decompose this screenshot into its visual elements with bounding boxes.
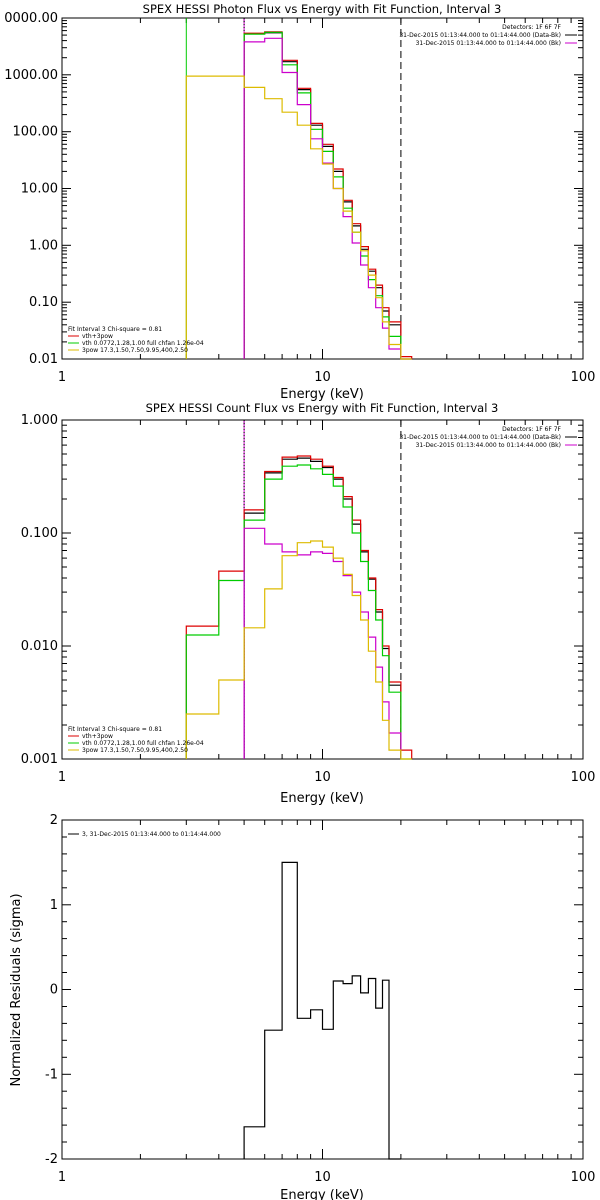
photon-series-red (243, 31, 413, 359)
count-legend-right-text: 31-Dec-2015 01:13:44.000 to 01:14:44.000… (399, 434, 561, 441)
count-series-yellow (185, 540, 412, 760)
photon-legend-right-text: 31-Dec-2015 01:13:44.000 to 01:14:44.000… (399, 32, 561, 39)
residuals-y-tick-label: -2 (45, 1152, 58, 1167)
photon-legend-left-text: vth+3pow (82, 333, 113, 340)
count-series-red (185, 455, 413, 759)
photon-legend-right-text: Detectors: 1F 6F 7F (502, 24, 561, 31)
photon-y-tick-label: 0.01 (29, 352, 58, 367)
residuals-y-tick-label: 1 (50, 898, 58, 913)
count-x-tick-label: 100 (571, 770, 596, 785)
count-x-tick-label: 10 (314, 770, 331, 785)
photon-series-yellow (185, 75, 412, 360)
photon-y-tick-label: 1.00 (29, 238, 58, 253)
residuals-y-tick-label: 2 (50, 813, 58, 828)
photon-legend-right-text: 31-Dec-2015 01:13:44.000 to 01:14:44.000… (416, 40, 561, 47)
residuals-x-tick-label: 10 (314, 1170, 331, 1185)
photon-legend-left-text: vth 0.0772,1.28,1.00 full chfan 1.26e-04 (82, 340, 204, 347)
residuals-x-tick-label: 1 (58, 1170, 66, 1185)
residuals-y-tick-label: 0 (50, 983, 58, 998)
count-legend-right-text: 31-Dec-2015 01:13:44.000 to 01:14:44.000… (416, 442, 561, 449)
photon-y-tick-label: 0000.00 (4, 11, 58, 26)
photon-legend-left-text: 3pow 17.3,1.50,7.50,9.95,400,2.50 (82, 347, 188, 354)
count-legend-right-text: Detectors: 1F 6F 7F (502, 426, 561, 433)
count-series-green (185, 464, 412, 760)
count-y-tick-label: 0.100 (21, 526, 58, 541)
photon-legend-left-text: Fit Interval 3 Chi-square = 0.81 (68, 326, 162, 333)
count-chart-title: SPEX HESSI Count Flux vs Energy with Fit… (146, 401, 499, 415)
count-legend-left-text: vth+3pow (82, 733, 113, 740)
count-legend-left-text: vth 0.0772,1.28,1.00 full chfan 1.26e-04 (82, 740, 204, 747)
photon-x-tick-label: 10 (314, 370, 331, 385)
residuals-y-tick-label: -1 (45, 1067, 58, 1082)
photon-chart-title: SPEX HESSI Photon Flux vs Energy with Fi… (143, 2, 502, 16)
photon-y-tick-label: 100.00 (13, 125, 59, 140)
count-x-tick-label: 1 (58, 770, 66, 785)
count-y-tick-label: 1.000 (21, 413, 58, 428)
photon-x-tick-label: 100 (571, 370, 596, 385)
residuals-legend-left-text: 3, 31-Dec-2015 01:13:44.000 to 01:14:44.… (82, 831, 221, 838)
photon-y-tick-label: 0.10 (29, 295, 58, 310)
residuals-y-axis-label: Normalized Residuals (sigma) (9, 893, 24, 1086)
photon-x-tick-label: 1 (58, 370, 66, 385)
photon-flux-chart: SPEX HESSI Photon Flux vs Energy with Fi… (4, 2, 595, 402)
photon-series-magenta (243, 37, 412, 360)
count-x-axis-label: Energy (keV) (280, 791, 364, 806)
residuals-x-axis-label: Energy (keV) (280, 1188, 364, 1200)
photon-y-tick-label: 10.00 (21, 182, 58, 197)
count-y-tick-label: 0.001 (21, 752, 58, 767)
residuals-x-tick-label: 100 (571, 1170, 596, 1185)
count-y-tick-label: 0.010 (21, 639, 58, 654)
count-legend-left-text: Fit Interval 3 Chi-square = 0.81 (68, 726, 162, 733)
residuals-chart: Normalized Residuals (sigma) -2 -1 0 1 2 1 10… (9, 813, 595, 1200)
photon-x-axis-label: Energy (keV) (280, 387, 364, 402)
count-flux-chart: SPEX HESSI Count Flux vs Energy with Fit… (21, 401, 596, 806)
count-legend-left-text: 3pow 17.3,1.50,7.50,9.95,400,2.50 (82, 747, 188, 754)
residuals-series-black (243, 861, 401, 1160)
photon-y-tick-label: 1000.00 (4, 68, 58, 83)
